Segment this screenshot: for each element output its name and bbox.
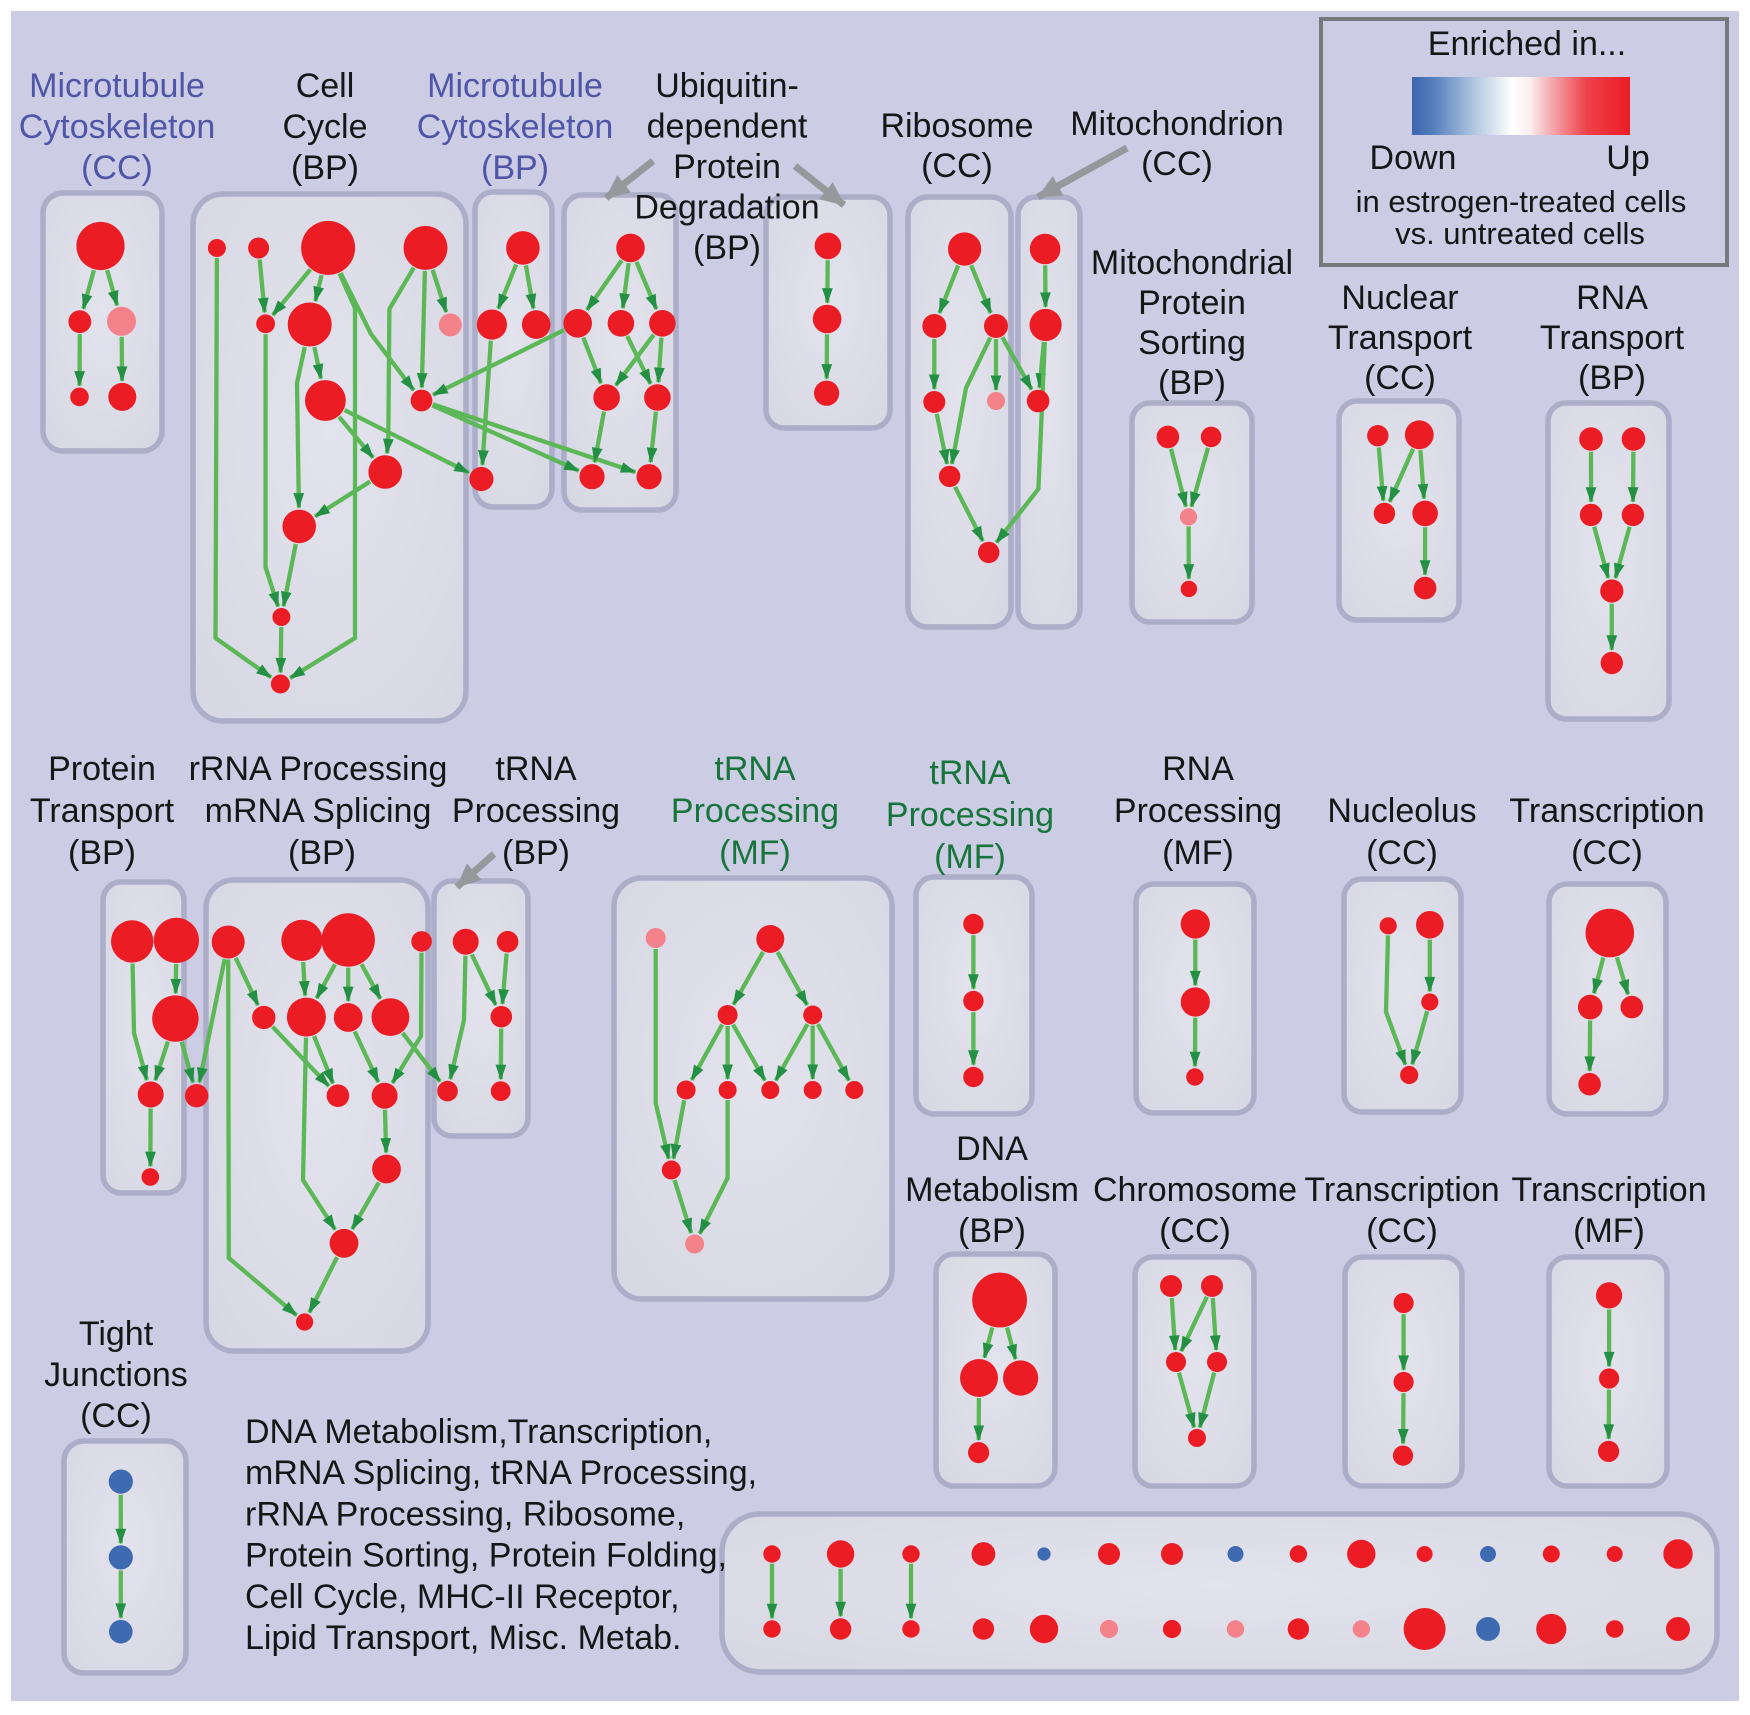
svg-text:Processing: Processing [886, 796, 1054, 834]
svg-text:Protein: Protein [673, 148, 781, 186]
svg-text:(MF): (MF) [1573, 1212, 1645, 1250]
svg-text:(MF): (MF) [1162, 834, 1234, 872]
svg-text:(BP): (BP) [693, 229, 761, 267]
svg-text:(BP): (BP) [958, 1212, 1026, 1250]
svg-text:Junctions: Junctions [44, 1356, 188, 1394]
svg-text:Ubiquitin-: Ubiquitin- [655, 67, 799, 105]
svg-text:Enriched in...: Enriched in... [1428, 25, 1626, 63]
svg-text:Protein: Protein [1138, 284, 1246, 322]
svg-text:Microtubule: Microtubule [427, 67, 603, 105]
svg-text:(CC): (CC) [1366, 1212, 1438, 1250]
svg-text:Nucleolus: Nucleolus [1327, 792, 1476, 830]
svg-text:(CC): (CC) [1571, 834, 1643, 872]
svg-text:rRNA Processing: rRNA Processing [189, 750, 448, 788]
svg-text:(BP): (BP) [502, 834, 570, 872]
svg-text:RNA: RNA [1576, 279, 1648, 317]
svg-text:Cell: Cell [296, 67, 355, 105]
svg-text:Mitochondrial: Mitochondrial [1091, 244, 1293, 282]
svg-text:(BP): (BP) [1578, 359, 1646, 397]
svg-text:Protein: Protein [48, 750, 156, 788]
svg-text:Microtubule: Microtubule [29, 67, 205, 105]
svg-text:Transport: Transport [1328, 319, 1473, 357]
svg-text:RNA: RNA [1162, 750, 1234, 788]
svg-text:(CC): (CC) [1364, 359, 1436, 397]
svg-text:Transcription: Transcription [1304, 1171, 1499, 1209]
svg-text:Lipid Transport, Misc. Metab.: Lipid Transport, Misc. Metab. [245, 1619, 682, 1657]
svg-text:(BP): (BP) [481, 149, 549, 187]
svg-text:Cytoskeleton: Cytoskeleton [19, 108, 216, 146]
svg-text:Mitochondrion: Mitochondrion [1070, 105, 1284, 143]
svg-text:Protein Sorting, Protein Foldi: Protein Sorting, Protein Folding, [245, 1537, 727, 1575]
svg-text:Metabolism: Metabolism [905, 1171, 1079, 1209]
svg-text:(MF): (MF) [934, 838, 1006, 876]
svg-text:Sorting: Sorting [1138, 324, 1246, 362]
svg-text:(MF): (MF) [719, 834, 791, 872]
svg-text:(BP): (BP) [68, 834, 136, 872]
svg-text:vs. untreated cells: vs. untreated cells [1395, 216, 1645, 251]
svg-text:Tight: Tight [79, 1315, 154, 1353]
svg-text:Processing: Processing [1114, 792, 1282, 830]
svg-text:dependent: dependent [647, 107, 808, 145]
svg-text:(BP): (BP) [1158, 364, 1226, 402]
svg-text:(CC): (CC) [1366, 834, 1438, 872]
svg-text:(BP): (BP) [288, 834, 356, 872]
svg-text:Processing: Processing [671, 792, 839, 830]
svg-text:Cytoskeleton: Cytoskeleton [417, 108, 614, 146]
svg-text:Cycle: Cycle [282, 108, 367, 146]
svg-text:DNA: DNA [956, 1130, 1028, 1168]
svg-text:tRNA: tRNA [714, 750, 796, 788]
svg-text:Up: Up [1606, 139, 1649, 177]
svg-text:Transcription: Transcription [1509, 792, 1704, 830]
svg-text:in estrogen-treated cells: in estrogen-treated cells [1356, 184, 1687, 219]
svg-text:mRNA Splicing: mRNA Splicing [205, 792, 432, 830]
svg-text:rRNA Processing, Ribosome,: rRNA Processing, Ribosome, [245, 1495, 685, 1533]
svg-text:(CC): (CC) [1159, 1212, 1231, 1250]
svg-text:Degradation: Degradation [634, 188, 819, 226]
svg-text:Transport: Transport [30, 792, 175, 830]
svg-text:DNA Metabolism,Transcription,: DNA Metabolism,Transcription, [245, 1413, 712, 1451]
svg-text:Nuclear: Nuclear [1341, 279, 1458, 317]
svg-text:(CC): (CC) [80, 1397, 152, 1435]
svg-text:Transcription: Transcription [1511, 1171, 1706, 1209]
svg-text:Processing: Processing [452, 792, 620, 830]
svg-text:Transport: Transport [1540, 319, 1685, 357]
svg-text:Cell Cycle, MHC-II Receptor,: Cell Cycle, MHC-II Receptor, [245, 1578, 680, 1616]
svg-text:mRNA Splicing, tRNA Processing: mRNA Splicing, tRNA Processing, [245, 1454, 757, 1492]
svg-text:tRNA: tRNA [495, 750, 577, 788]
svg-text:tRNA: tRNA [929, 754, 1011, 792]
svg-text:Ribosome: Ribosome [880, 107, 1033, 145]
svg-text:(BP): (BP) [291, 149, 359, 187]
svg-text:(CC): (CC) [1141, 145, 1213, 183]
svg-text:Chromosome: Chromosome [1093, 1171, 1297, 1209]
svg-text:Down: Down [1370, 139, 1457, 177]
svg-text:(CC): (CC) [81, 149, 153, 187]
svg-text:(CC): (CC) [921, 147, 993, 185]
